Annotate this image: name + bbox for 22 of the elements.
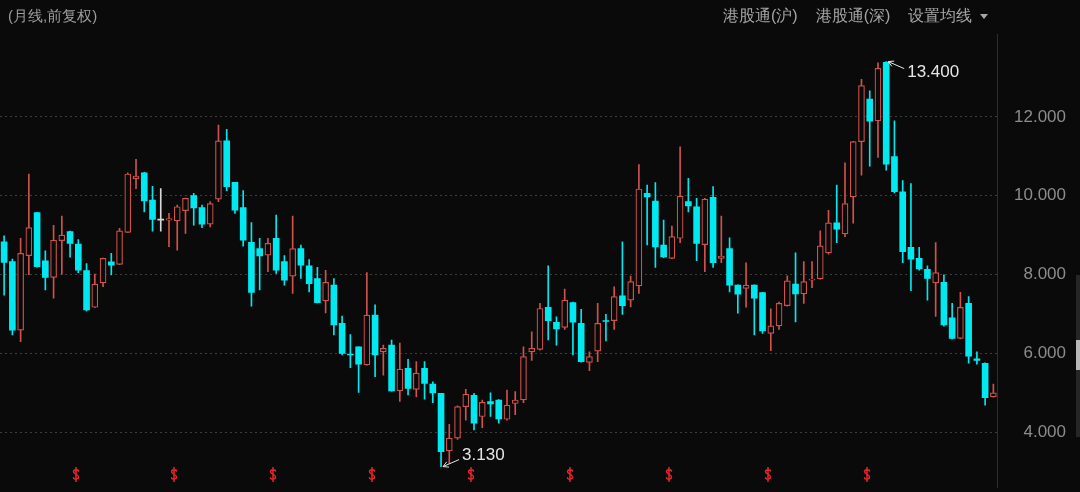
candlestick xyxy=(808,261,816,288)
text: 港股通(深) xyxy=(815,6,891,26)
candlestick xyxy=(528,331,536,361)
text: 设置均线 xyxy=(908,6,973,26)
candlestick xyxy=(907,183,915,292)
annotation: 13.400 xyxy=(907,62,960,82)
annotation: 3.130 xyxy=(462,445,505,465)
candlestick xyxy=(833,184,841,243)
candlestick xyxy=(132,159,140,189)
y-tick-label: 6.000 xyxy=(1023,343,1066,363)
y-tick-label: 4.000 xyxy=(1023,421,1066,441)
y-tick-label: 10.000 xyxy=(1014,185,1066,205)
text: 港股通(沪) xyxy=(723,6,798,26)
y-tick-label: 12.000 xyxy=(1014,106,1066,126)
y-tick-label: 8.000 xyxy=(1023,264,1066,284)
candlestick xyxy=(932,242,939,317)
candlestick xyxy=(165,213,173,247)
candlestick xyxy=(544,265,552,341)
candlestick xyxy=(58,215,66,275)
candlestick xyxy=(511,391,519,415)
chart-title: (月线,前复权) xyxy=(8,7,98,25)
candlestick xyxy=(602,314,610,342)
